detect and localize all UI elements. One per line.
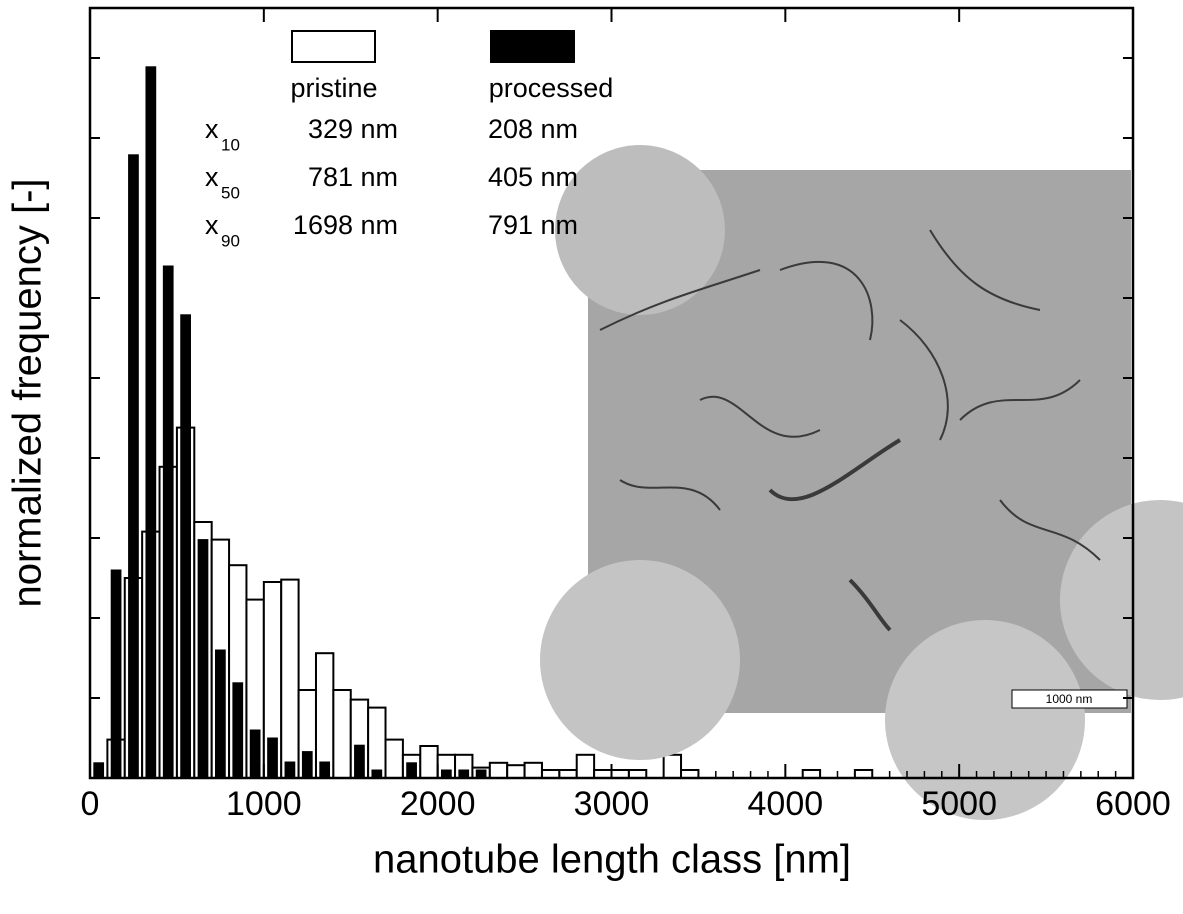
x-tick-label: 6000 — [1095, 785, 1171, 823]
bar-pristine — [314, 652, 335, 780]
bar-pristine — [488, 761, 509, 779]
stat-value: 1698 nm — [293, 210, 398, 240]
x-tick-label: 5000 — [921, 785, 997, 823]
bar-pristine — [367, 706, 387, 779]
stat-value: 405 nm — [488, 162, 578, 192]
bar-processed — [197, 539, 209, 779]
bar-processed — [249, 729, 261, 779]
y-axis-title: normalized frequency [-] — [6, 178, 50, 607]
x-axis-title: nanotube length class [nm] — [373, 838, 851, 882]
bar-pristine — [384, 738, 404, 779]
bar-pristine — [280, 578, 300, 779]
stat-value: 329 nm — [308, 114, 398, 144]
inset-tube — [599, 269, 761, 331]
legend-swatch — [291, 30, 376, 63]
inset-tube — [779, 261, 874, 341]
inset-hole — [1060, 500, 1183, 700]
stat-symbol: x — [205, 210, 219, 240]
bar-pristine — [575, 753, 596, 779]
bar-pristine — [332, 689, 352, 779]
bar-processed — [319, 761, 331, 779]
x-tick-label: 1000 — [226, 785, 302, 823]
bar-processed — [232, 682, 244, 779]
stat-value: 791 nm — [488, 210, 578, 240]
bar-pristine — [506, 764, 526, 780]
inset-hole — [555, 145, 725, 315]
inset-tube — [899, 319, 949, 441]
x-tick-label: 3000 — [574, 785, 650, 823]
bars — [93, 66, 995, 780]
inset-tube — [768, 438, 902, 502]
bar-processed — [284, 761, 296, 779]
stat-subscript: 50 — [221, 183, 240, 202]
inset-tubes — [599, 229, 1101, 632]
bar-processed — [354, 744, 365, 779]
tem-inset: 1000 nm — [540, 145, 1183, 820]
stat-value: 781 nm — [308, 162, 398, 192]
bar-processed — [406, 762, 417, 779]
inset-tube — [959, 379, 1081, 421]
inset-hole — [540, 560, 740, 760]
inset-tube — [929, 229, 1041, 311]
legend-label: processed — [489, 73, 614, 103]
stat-subscript: 10 — [221, 135, 240, 154]
inset-tube — [699, 395, 821, 438]
x-tick-label: 0 — [81, 785, 100, 823]
bar-processed — [180, 314, 191, 779]
bar-processed — [162, 265, 174, 779]
bar-processed — [128, 154, 139, 779]
stat-value: 208 nm — [488, 114, 578, 144]
bar-processed — [215, 649, 226, 779]
bar-processed — [93, 762, 105, 779]
stat-symbol: x — [205, 114, 219, 144]
bar-processed — [145, 66, 157, 779]
inset-hole — [885, 620, 1085, 820]
legend-swatch — [490, 30, 575, 63]
bar-processed — [267, 737, 278, 779]
legend-label: pristine — [290, 73, 377, 103]
inset-tube — [619, 479, 721, 511]
stat-subscript: 90 — [221, 231, 240, 250]
inset-tube — [999, 499, 1101, 561]
scale-bar-label: 1000 nm — [1046, 692, 1093, 706]
bar-processed — [301, 751, 313, 779]
bar-pristine — [523, 761, 543, 779]
stat-symbol: x — [205, 162, 219, 192]
x-tick-label: 2000 — [400, 785, 476, 823]
bar-processed — [110, 569, 122, 779]
bar-pristine — [419, 745, 439, 779]
bar-pristine — [662, 753, 683, 779]
x-tick-label: 4000 — [748, 785, 824, 823]
inset-tube — [848, 578, 892, 632]
